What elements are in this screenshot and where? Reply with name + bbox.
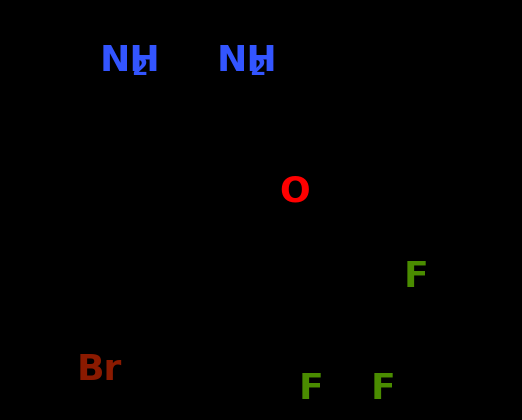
Text: 2: 2	[249, 56, 265, 80]
Text: O: O	[279, 174, 310, 208]
Text: Br: Br	[76, 353, 122, 386]
Text: 2: 2	[131, 56, 148, 80]
Text: NH: NH	[99, 44, 160, 78]
Text: NH: NH	[217, 44, 278, 78]
Text: F: F	[404, 260, 429, 294]
Text: F: F	[371, 372, 395, 406]
Text: F: F	[299, 372, 324, 406]
